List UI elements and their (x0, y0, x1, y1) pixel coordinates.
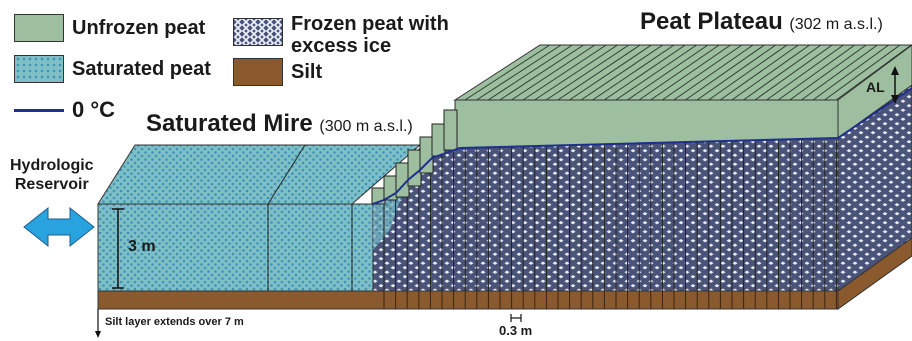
active-layer-marker (891, 66, 899, 104)
depth-label: 3 m (128, 238, 156, 255)
legend-label-frozen-line1: Frozen peat with (291, 13, 449, 35)
plateau-top-slat (754, 44, 833, 101)
frozen-peat-swatch (233, 18, 283, 46)
active-layer-label: AL (866, 79, 885, 95)
silt-side (837, 237, 912, 310)
zero-c-swatch (14, 108, 64, 112)
hydrologic-line2: Reservoir (14, 176, 89, 193)
plateau-top-slat (801, 44, 878, 101)
peat-plateau-elevation: (302 m a.s.l.) (789, 16, 883, 33)
legend-label-silt: Silt (291, 61, 323, 83)
frozen-peat-front (372, 137, 839, 292)
legend-label-frozen-line2: excess ice (291, 35, 392, 57)
plateau-top-slat (569, 44, 652, 101)
plateau-top-slat (511, 44, 596, 101)
silt-note: Silt layer extends over 7 m (105, 316, 244, 328)
plateau-top-slat (534, 44, 618, 101)
plateau-top-slat (464, 44, 551, 101)
silt-front (97, 290, 839, 310)
plateau-top-slat (708, 44, 788, 101)
saturated-mire-label: Saturated Mire (146, 110, 313, 137)
column-width-marker (510, 314, 522, 322)
legend-zero-c: 0 °C (14, 97, 116, 122)
plateau-top-slat (545, 44, 630, 101)
block-diagram (97, 44, 912, 310)
plateau-top-slat (719, 44, 799, 101)
plateau-top-slat (638, 44, 720, 101)
plateau-top-slat (627, 44, 709, 101)
mire-top-divider (267, 144, 306, 205)
legend-silt: Silt (233, 58, 322, 86)
mire-front-face (97, 203, 374, 292)
depth-marker (112, 208, 124, 289)
double-arrow-icon (23, 206, 95, 248)
plateau-top-slat (824, 44, 901, 101)
plateau-top-slat (580, 44, 663, 101)
legend-label-zero-c: 0 °C (72, 97, 116, 122)
silt-column-lines (383, 291, 837, 309)
column-width-label: 0.3 m (499, 323, 533, 338)
hydrologic-reservoir-label: Hydrologic Reservoir (10, 156, 94, 194)
legend-frozen-peat: Frozen peat with excess ice (233, 14, 449, 56)
plateau-top-slat (487, 44, 573, 101)
saturated-mire-title: Saturated Mire (300 m a.s.l.) (146, 110, 413, 138)
plateau-top-slat (476, 44, 562, 101)
legend-unfrozen-peat: Unfrozen peat (14, 14, 205, 42)
silt-swatch (233, 58, 283, 86)
peat-plateau-label: Peat Plateau (640, 8, 783, 35)
plateau-top-slat (661, 44, 743, 101)
plateau-top-slat (673, 44, 754, 101)
silt-extent-arrow (95, 309, 101, 338)
plateau-top-slat (592, 44, 675, 101)
plateau-top-slat (499, 44, 584, 101)
plateau-top-slat (835, 44, 912, 101)
plateau-top-slat (812, 44, 889, 101)
legend-label-frozen: Frozen peat with excess ice (291, 14, 449, 56)
plateau-top-slat (557, 44, 641, 101)
plateau-top-slat (789, 44, 867, 101)
plateau-top-slat (731, 44, 810, 101)
plateau-top-slat (766, 44, 844, 101)
legend-saturated-peat: Saturated peat (14, 55, 211, 83)
plateau-top-slat (650, 44, 731, 101)
plateau-top-slat (522, 44, 607, 101)
legend-label-unfrozen: Unfrozen peat (72, 17, 206, 39)
saturated-mire-elevation: (300 m a.s.l.) (319, 118, 413, 135)
plateau-top-slat (603, 44, 686, 101)
plateau-top-slat (777, 44, 856, 101)
peat-plateau-title: Peat Plateau (302 m a.s.l.) (640, 8, 883, 36)
zero-degree-line (372, 87, 912, 205)
plateau-top-slat (685, 44, 765, 101)
plateau-top-slat (615, 44, 697, 101)
legend-label-saturated: Saturated peat (72, 58, 211, 80)
unfrozen-peat-swatch (14, 14, 64, 42)
hydrologic-line1: Hydrologic (10, 157, 94, 174)
plateau-side-top (837, 44, 912, 139)
saturated-peat-swatch (14, 55, 64, 83)
plateau-top-slat (696, 44, 776, 101)
plateau-top-slat (743, 44, 822, 101)
